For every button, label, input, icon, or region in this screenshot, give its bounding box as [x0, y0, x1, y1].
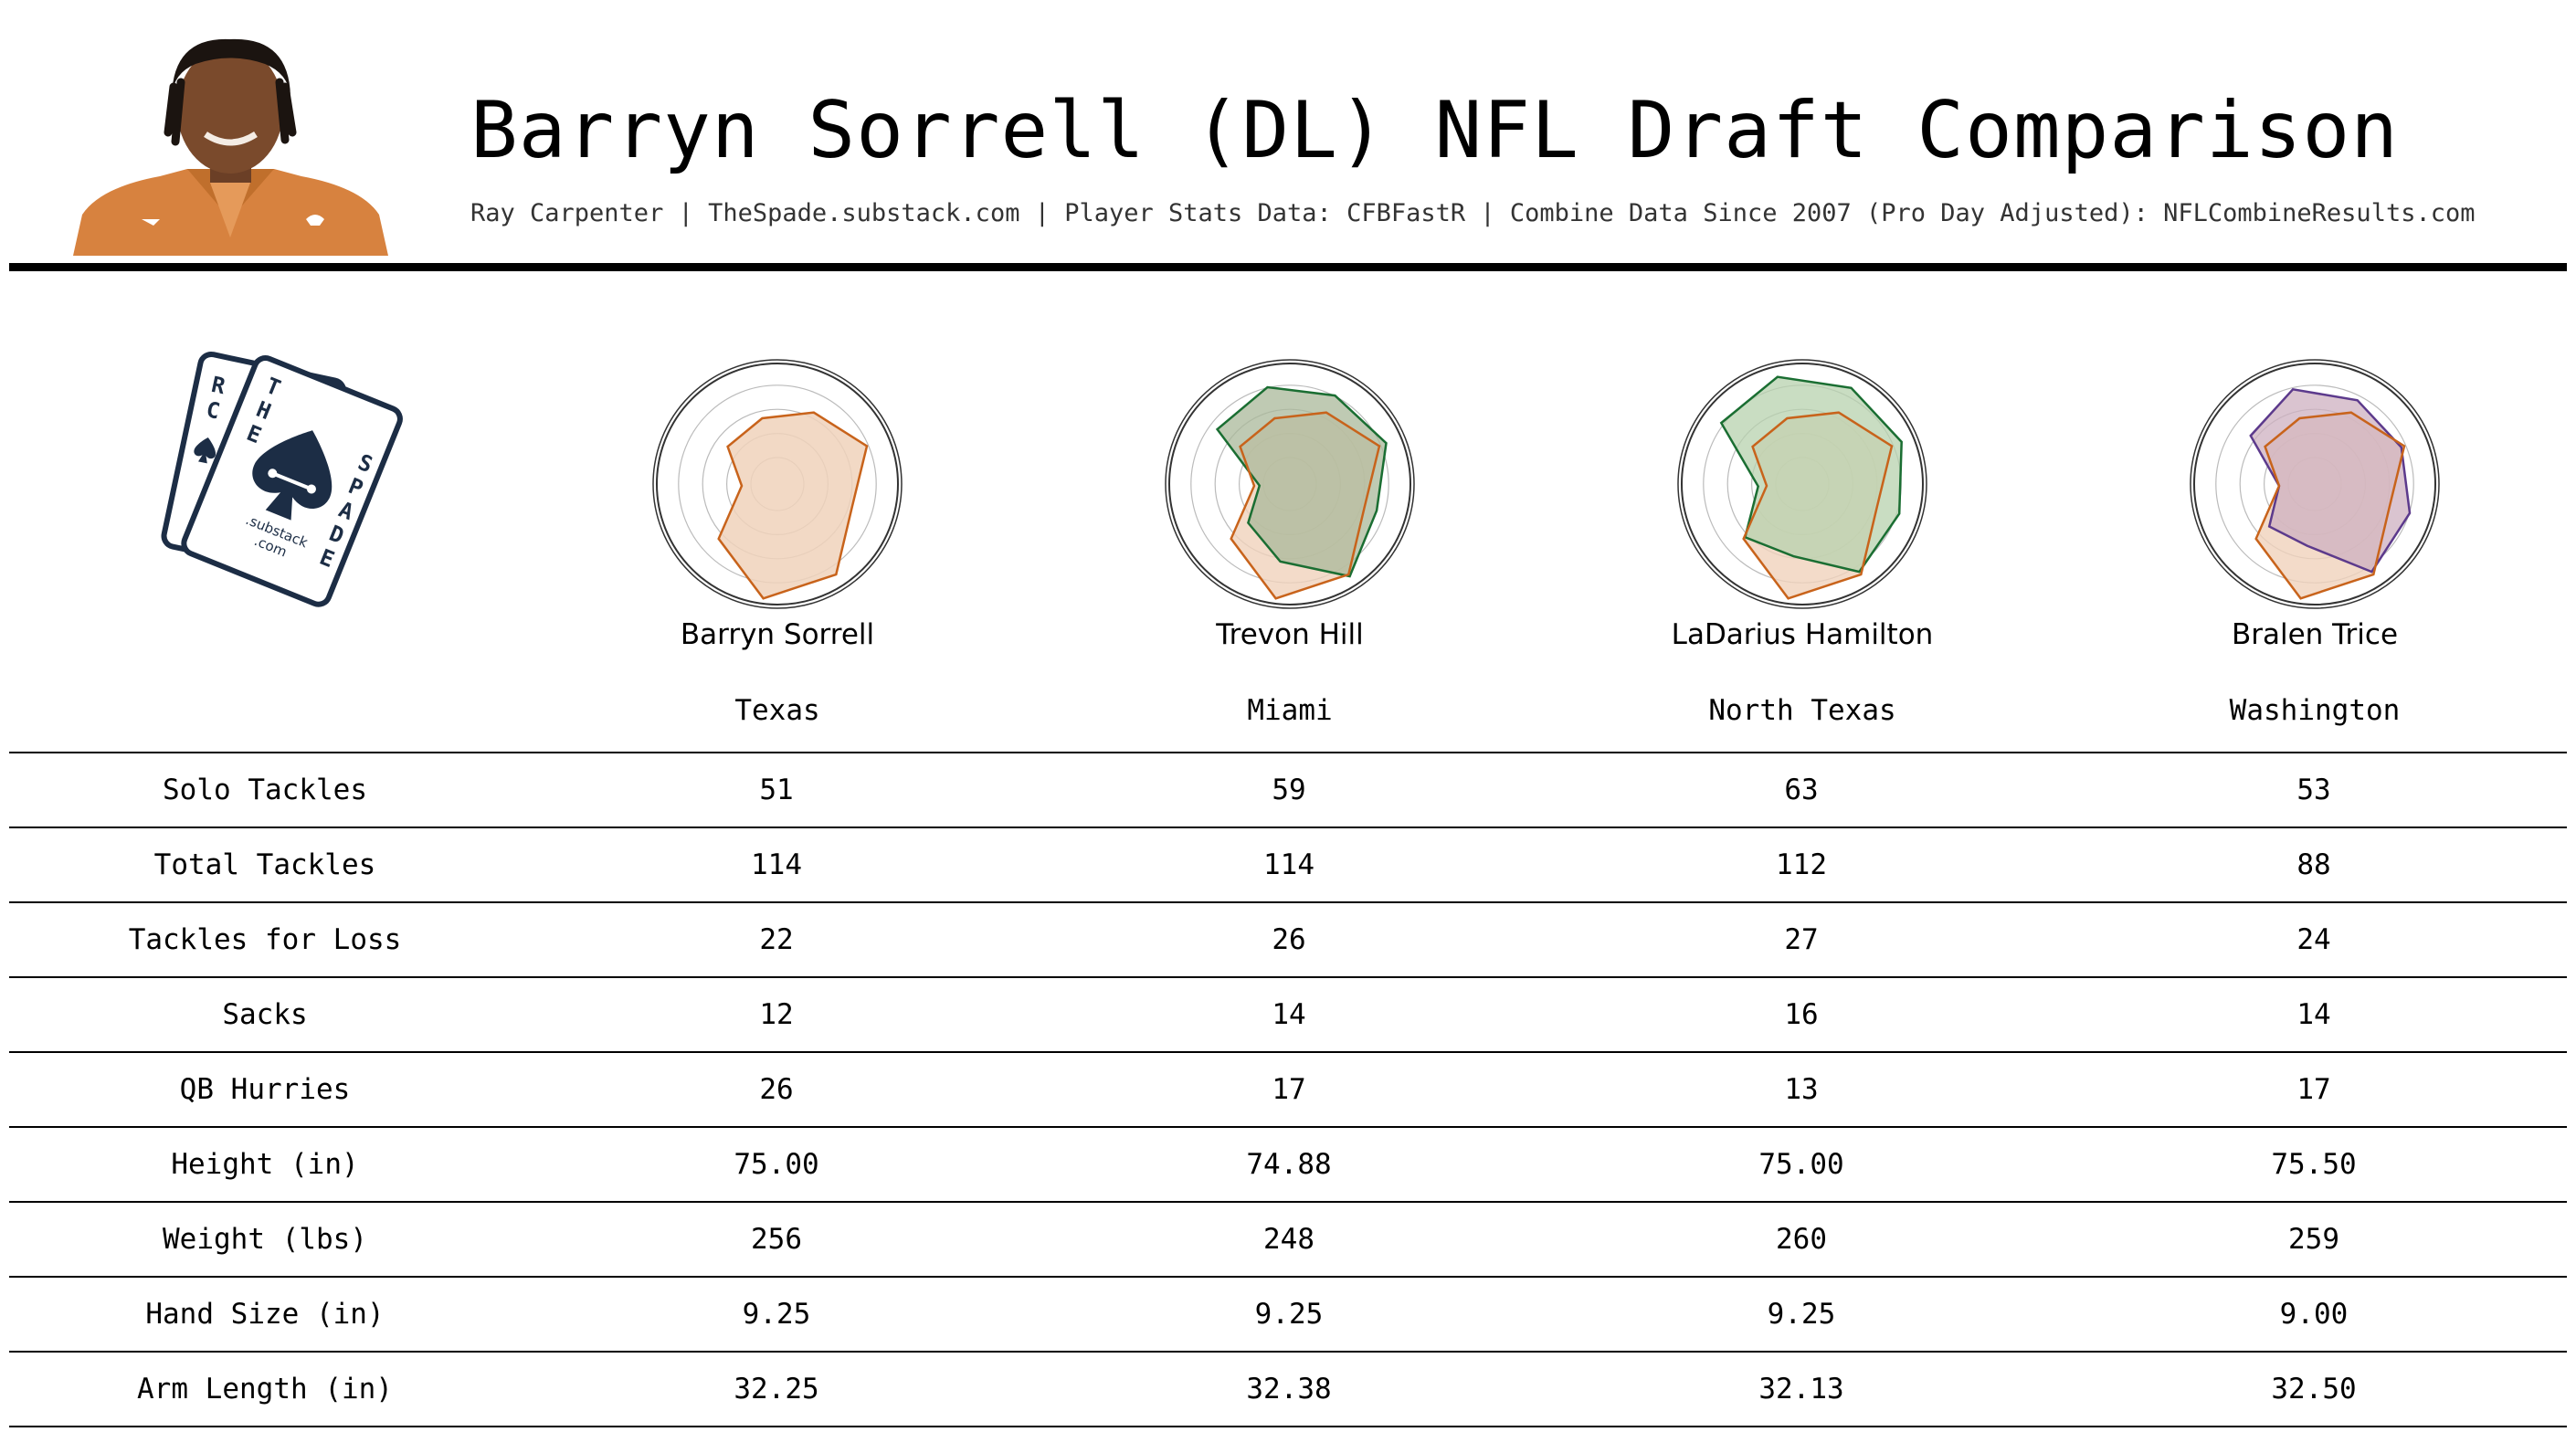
- radar-series-primary: [717, 411, 869, 600]
- stat-label: Arm Length (in): [137, 1373, 393, 1406]
- radar-chart-hamilton: [1677, 359, 1927, 609]
- stat-value: 12: [759, 998, 794, 1031]
- player-school: North Texas: [1708, 694, 1896, 727]
- stat-label: Weight (lbs): [163, 1223, 367, 1256]
- stats-table: Solo Tackles 51 59 63 53 Total Tackles 114 114 1…: [9, 752, 2567, 1427]
- stat-value: 17: [2296, 1073, 2331, 1106]
- table-row: Weight (lbs) 256 248 260 259: [9, 1201, 2567, 1276]
- player-name: Trevon Hill: [1216, 618, 1364, 651]
- table-row: Total Tackles 114 114 112 88: [9, 827, 2567, 901]
- radar-grid-ring: [1168, 363, 1411, 605]
- radar-series-primary: [1742, 411, 1894, 600]
- radar-outer-ring: [1677, 359, 1927, 609]
- stat-value: 24: [2296, 923, 2331, 956]
- stat-value: 256: [751, 1223, 802, 1256]
- stat-value: 22: [759, 923, 794, 956]
- player-school: Washington: [2229, 694, 2401, 727]
- radar-outer-ring: [1165, 359, 1415, 609]
- table-row: QB Hurries 26 17 13 17: [9, 1051, 2567, 1126]
- stat-value: 14: [1272, 998, 1306, 1031]
- stat-value: 112: [1776, 848, 1827, 881]
- stat-value: 9.25: [1767, 1298, 1836, 1331]
- radar-series-primary: [2254, 411, 2406, 600]
- stat-value: 53: [2296, 774, 2331, 806]
- stat-value: 32.13: [1758, 1373, 1844, 1406]
- stat-value: 9.25: [742, 1298, 811, 1331]
- table-row: Height (in) 75.00 74.88 75.00 75.50: [9, 1126, 2567, 1201]
- stat-value: 74.88: [1246, 1148, 1332, 1181]
- stat-label: Solo Tackles: [163, 774, 367, 806]
- radar-outer-ring: [652, 359, 903, 609]
- page-title: Barryn Sorrell (DL) NFL Draft Comparison: [470, 85, 2400, 176]
- stat-value: 248: [1263, 1223, 1314, 1256]
- player-column: LaDarius Hamilton North Texas: [1547, 347, 2058, 727]
- radar-chart-hill: [1165, 359, 1415, 609]
- stat-value: 32.50: [2271, 1373, 2357, 1406]
- radar-series-comparison: [1215, 385, 1388, 578]
- stat-value: 17: [1272, 1073, 1306, 1106]
- stat-label: Hand Size (in): [145, 1298, 385, 1331]
- stat-value: 51: [759, 774, 794, 806]
- radar-series-comparison: [2249, 387, 2412, 574]
- player-column: Trevon Hill Miami: [1034, 347, 1546, 727]
- player-name: LaDarius Hamilton: [1671, 618, 1934, 651]
- radar-grid-ring: [2193, 363, 2436, 605]
- logo-rc-letters: RC: [204, 372, 227, 425]
- table-row: Hand Size (in) 9.25 9.25 9.25 9.00: [9, 1276, 2567, 1351]
- stat-value: 114: [751, 848, 802, 881]
- radar-grid-ring: [1681, 363, 1924, 605]
- stat-label: QB Hurries: [179, 1073, 351, 1106]
- stat-value: 9.00: [2279, 1298, 2349, 1331]
- radar-grid-ring: [656, 363, 899, 605]
- stat-label: Tackles for Loss: [128, 923, 402, 956]
- stat-value: 26: [759, 1073, 794, 1106]
- stat-label: Total Tackles: [153, 848, 376, 881]
- stat-value: 14: [2296, 998, 2331, 1031]
- stat-value: 75.00: [734, 1148, 819, 1181]
- table-row: Sacks 12 14 16 14: [9, 976, 2567, 1051]
- stat-value: 9.25: [1254, 1298, 1324, 1331]
- player-column: Barryn Sorrell Texas: [522, 347, 1033, 727]
- stat-value: 114: [1263, 848, 1314, 881]
- player-name: Barryn Sorrell: [680, 618, 875, 651]
- stat-value: 75.50: [2271, 1148, 2357, 1181]
- stat-value: 88: [2296, 848, 2331, 881]
- stat-value: 259: [2288, 1223, 2339, 1256]
- table-row: Arm Length (in) 32.25 32.38 32.13 32.50: [9, 1351, 2567, 1427]
- stat-value: 16: [1784, 998, 1819, 1031]
- radar-chart-trice: [2190, 359, 2440, 609]
- player-photo: [73, 32, 388, 256]
- player-column: Bralen Trice Washington: [2059, 347, 2571, 727]
- spade-logo: .substack .com SPADE THE RC: [151, 342, 416, 616]
- stat-value: 59: [1272, 774, 1306, 806]
- player-school: Miami: [1247, 694, 1333, 727]
- radar-series-comparison: [1719, 375, 1903, 574]
- player-school: Texas: [734, 694, 820, 727]
- stat-value: 26: [1272, 923, 1306, 956]
- stat-value: 32.25: [734, 1373, 819, 1406]
- stat-value: 13: [1784, 1073, 1819, 1106]
- stat-label: Height (in): [171, 1148, 359, 1181]
- radar-chart-sorrell: [652, 359, 903, 609]
- stat-value: 63: [1784, 774, 1819, 806]
- stat-value: 75.00: [1758, 1148, 1844, 1181]
- player-name: Bralen Trice: [2231, 618, 2399, 651]
- stat-value: 32.38: [1246, 1373, 1332, 1406]
- page-subtitle: Ray Carpenter | TheSpade.substack.com | …: [470, 199, 2476, 227]
- header-divider: [9, 263, 2567, 271]
- stat-label: Sacks: [222, 998, 308, 1031]
- stat-value: 260: [1776, 1223, 1827, 1256]
- radar-outer-ring: [2190, 359, 2440, 609]
- radar-series-primary: [1230, 411, 1381, 600]
- table-row: Solo Tackles 51 59 63 53: [9, 752, 2567, 827]
- table-row: Tackles for Loss 22 26 27 24: [9, 901, 2567, 976]
- stat-value: 27: [1784, 923, 1819, 956]
